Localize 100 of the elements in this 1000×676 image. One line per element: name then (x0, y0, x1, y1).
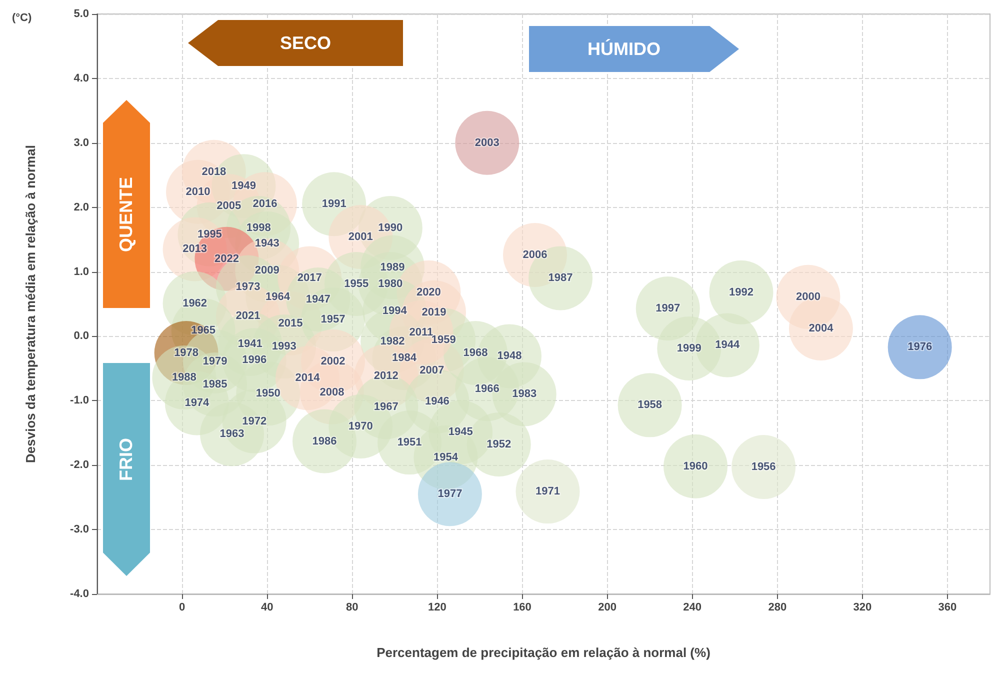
annotation: 2013 (182, 243, 208, 256)
annotation: 1964 (265, 290, 291, 303)
annotation: 1985 (202, 378, 228, 391)
annotation: 1999 (676, 342, 702, 354)
annotation: 1992 (728, 286, 754, 298)
x-tick-label: 280 (768, 602, 787, 614)
annotation: 1968 (463, 346, 488, 359)
text: (°C) (12, 12, 32, 24)
annotation: 1986 (312, 435, 337, 448)
annotation: 2001 (348, 230, 373, 243)
annotation: 2009 (254, 264, 280, 276)
annotation: 2021 (236, 310, 260, 322)
annotation: 1991 (322, 198, 346, 210)
y-tick-label: 4.0 (74, 72, 89, 84)
annotation: 1987 (548, 272, 573, 284)
annotation: 2014 (295, 372, 321, 384)
annotation: 1993 (272, 340, 296, 353)
annotation: 1948 (497, 350, 522, 362)
y-tick-label: -1.0 (70, 394, 89, 407)
annotation: 1972 (242, 415, 267, 428)
annotation: 2003 (474, 136, 500, 149)
annotation: 2022 (214, 252, 239, 265)
annotation: 1956 (751, 461, 776, 474)
x-tick-label: 0 (178, 602, 186, 614)
annotation: 1978 (174, 346, 199, 359)
y-tick-label: 5.0 (74, 8, 89, 20)
annotation: 1998 (246, 222, 271, 234)
annotation: 1963 (220, 428, 244, 440)
annotation: 1952 (486, 438, 512, 450)
annotation: 1960 (683, 460, 708, 472)
annotation: SECO (280, 32, 331, 54)
y-tick-label: 3.0 (74, 136, 89, 149)
annotation: 1984 (392, 352, 418, 364)
annotation: 1943 (254, 237, 280, 250)
x-tick-label: 80 (346, 602, 358, 614)
annotation: 1989 (380, 261, 405, 274)
x-tick-label: 320 (853, 602, 872, 614)
annotation: 1950 (256, 388, 280, 400)
x-axis-title: Percentagem de precipitação em relação à normal (%) (376, 645, 710, 660)
y-tick-label: -3.0 (70, 524, 89, 536)
annotation: 1959 (431, 334, 456, 346)
annotation: 2010 (186, 186, 210, 198)
annotation: 1976 (908, 341, 932, 354)
annotation: 1954 (433, 451, 459, 464)
annotation: 2012 (374, 370, 398, 382)
x-tick-label: 160 (513, 602, 532, 614)
annotation: 1944 (715, 339, 741, 352)
annotation: 2011 (409, 326, 434, 338)
annotation: 1962 (182, 297, 208, 310)
annotation: 1996 (242, 354, 267, 366)
annotation: 1983 (512, 388, 537, 400)
x-tick-label: 200 (598, 602, 616, 614)
annotation: 1995 (197, 228, 222, 240)
annotation: 1974 (184, 397, 210, 410)
x-tick-label: 240 (683, 602, 702, 614)
annotation: 2008 (320, 386, 344, 398)
annotation: 1946 (424, 395, 450, 408)
annotation: 2015 (278, 317, 303, 330)
annotation: 1997 (656, 302, 680, 315)
annotation: 1955 (344, 278, 369, 290)
annotation: 1994 (382, 305, 408, 318)
x-tick-label: 120 (428, 602, 446, 614)
annotation: 1990 (378, 222, 403, 234)
annotation: 2020 (416, 286, 441, 298)
annotation: QUENTE (116, 176, 137, 252)
annotation: 1951 (397, 436, 422, 449)
annotation: 2016 (252, 198, 278, 210)
annotation: 1988 (172, 371, 196, 384)
annotation: 1967 (374, 401, 398, 414)
y-tick-label: 0.0 (74, 330, 89, 342)
y-tick-label: 2.0 (74, 201, 89, 214)
x-tick-label: 40 (260, 602, 274, 614)
annotation: 2004 (808, 322, 834, 334)
annotation: 1966 (474, 383, 500, 396)
annotation: 2000 (796, 290, 820, 303)
y-axis-title: Desvios da temperatura média em relação à normal (23, 145, 38, 463)
annotation: 2005 (216, 200, 242, 212)
annotation: 1980 (378, 278, 403, 290)
annotation: 1982 (380, 335, 405, 348)
annotation: 1941 (238, 338, 262, 350)
annotation: FRIO (116, 438, 137, 481)
annotation: 2018 (202, 166, 226, 178)
annotation: 2002 (320, 355, 346, 368)
x-tick-label: 360 (938, 602, 957, 614)
y-tick-label: -2.0 (70, 459, 89, 472)
annotation: 2006 (522, 249, 548, 262)
annotation: 2007 (420, 364, 444, 376)
annotation: HÚMIDO (588, 38, 660, 60)
annotation: 2019 (422, 306, 446, 318)
y-tick-label: -4.0 (70, 588, 89, 600)
annotation: 1977 (438, 488, 462, 500)
annotation: 1958 (638, 399, 662, 412)
annotation: 1947 (306, 293, 330, 306)
annotation: 1973 (236, 281, 260, 294)
annotation: 1970 (348, 420, 373, 432)
annotation: 1979 (202, 355, 228, 368)
annotation: 1949 (231, 180, 256, 192)
annotation: 1971 (536, 486, 560, 498)
annotation: 1945 (448, 426, 473, 438)
annotation: 1957 (320, 313, 346, 326)
